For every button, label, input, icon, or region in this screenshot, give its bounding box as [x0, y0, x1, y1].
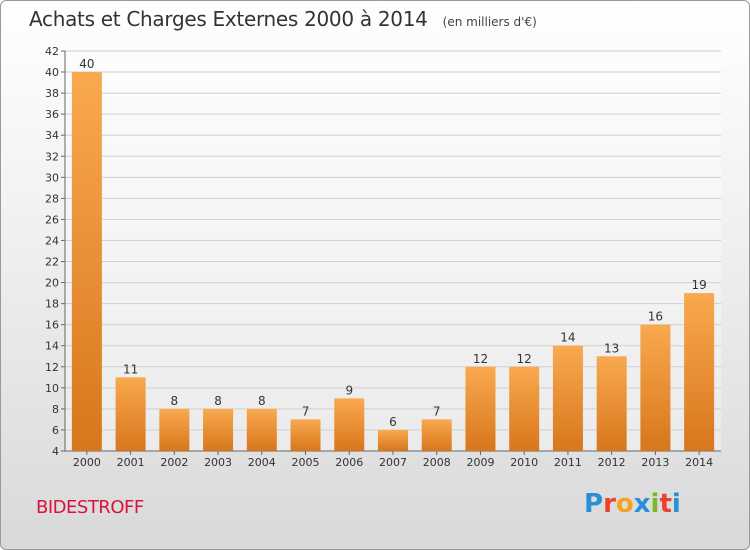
x-tick-label: 2009 — [466, 456, 494, 469]
bar — [334, 398, 365, 451]
y-tick-label: 42 — [45, 45, 59, 58]
title-block: Achats et Charges Externes 2000 à 2014 (… — [29, 7, 537, 31]
y-tick-label: 10 — [45, 382, 59, 395]
data-label: 13 — [604, 341, 619, 355]
bar — [552, 345, 583, 451]
data-label: 7 — [302, 404, 310, 418]
data-label: 14 — [560, 331, 575, 345]
chart-title: Achats et Charges Externes 2000 à 2014 — [29, 7, 428, 31]
bar — [465, 366, 496, 451]
data-label: 40 — [79, 57, 94, 71]
y-tick-label: 24 — [45, 234, 59, 247]
bar — [596, 356, 627, 451]
x-tick-label: 2012 — [598, 456, 626, 469]
logo-letter: P — [584, 489, 604, 519]
logo-letter: t — [659, 489, 672, 519]
y-tick-label: 16 — [45, 319, 59, 332]
y-tick-label: 6 — [52, 424, 59, 437]
y-tick-label: 22 — [45, 256, 59, 269]
y-tick-label: 32 — [45, 150, 59, 163]
proxiti-logo: Proxiti — [584, 489, 681, 519]
data-label: 8 — [258, 394, 266, 408]
y-tick-label: 4 — [52, 445, 59, 458]
x-tick-label: 2004 — [248, 456, 276, 469]
y-tick-label: 36 — [45, 108, 59, 121]
y-tick-label: 12 — [45, 361, 59, 374]
data-label: 6 — [389, 415, 397, 429]
data-label: 12 — [517, 352, 532, 366]
bar — [378, 429, 408, 451]
bar — [71, 72, 102, 451]
bar — [421, 419, 452, 451]
x-tick-label: 2011 — [554, 456, 582, 469]
logo-letter: x — [633, 489, 651, 519]
logo-letter: i — [650, 489, 660, 519]
y-tick-label: 34 — [45, 129, 59, 142]
y-tick-label: 38 — [45, 87, 59, 100]
y-tick-label: 8 — [52, 403, 59, 416]
x-tick-label: 2014 — [685, 456, 713, 469]
data-label: 8 — [214, 394, 222, 408]
x-tick-label: 2013 — [641, 456, 669, 469]
y-tick-label: 18 — [45, 298, 59, 311]
data-label: 11 — [123, 362, 138, 376]
bar — [684, 293, 715, 451]
x-tick-label: 2000 — [73, 456, 101, 469]
bar — [509, 366, 540, 451]
bar — [203, 408, 234, 451]
bar — [290, 419, 321, 451]
x-tick-label: 2010 — [510, 456, 538, 469]
y-tick-label: 14 — [45, 340, 59, 353]
y-tick-label: 28 — [45, 192, 59, 205]
data-label: 16 — [648, 310, 663, 324]
logo-letter: o — [615, 489, 634, 519]
x-tick-label: 2007 — [379, 456, 407, 469]
chart-unit: (en milliers d'€) — [442, 15, 537, 29]
x-tick-label: 2008 — [423, 456, 451, 469]
x-tick-label: 2006 — [335, 456, 363, 469]
y-tick-label: 30 — [45, 171, 59, 184]
data-label: 19 — [691, 278, 706, 292]
x-tick-label: 2005 — [292, 456, 320, 469]
y-tick-label: 40 — [45, 66, 59, 79]
logo-letter: i — [671, 489, 681, 519]
y-tick-label: 26 — [45, 213, 59, 226]
logo-letter: r — [603, 489, 616, 519]
data-label: 8 — [171, 394, 179, 408]
data-label: 7 — [433, 404, 441, 418]
x-tick-label: 2002 — [160, 456, 188, 469]
bar — [640, 324, 671, 451]
data-label: 9 — [345, 383, 353, 397]
x-tick-label: 2001 — [117, 456, 145, 469]
commune-name: BIDESTROFF — [36, 497, 144, 518]
data-label: 12 — [473, 352, 488, 366]
x-tick-label: 2003 — [204, 456, 232, 469]
y-tick-label: 20 — [45, 277, 59, 290]
bar — [115, 377, 146, 451]
bar — [246, 408, 277, 451]
bar — [159, 408, 190, 451]
